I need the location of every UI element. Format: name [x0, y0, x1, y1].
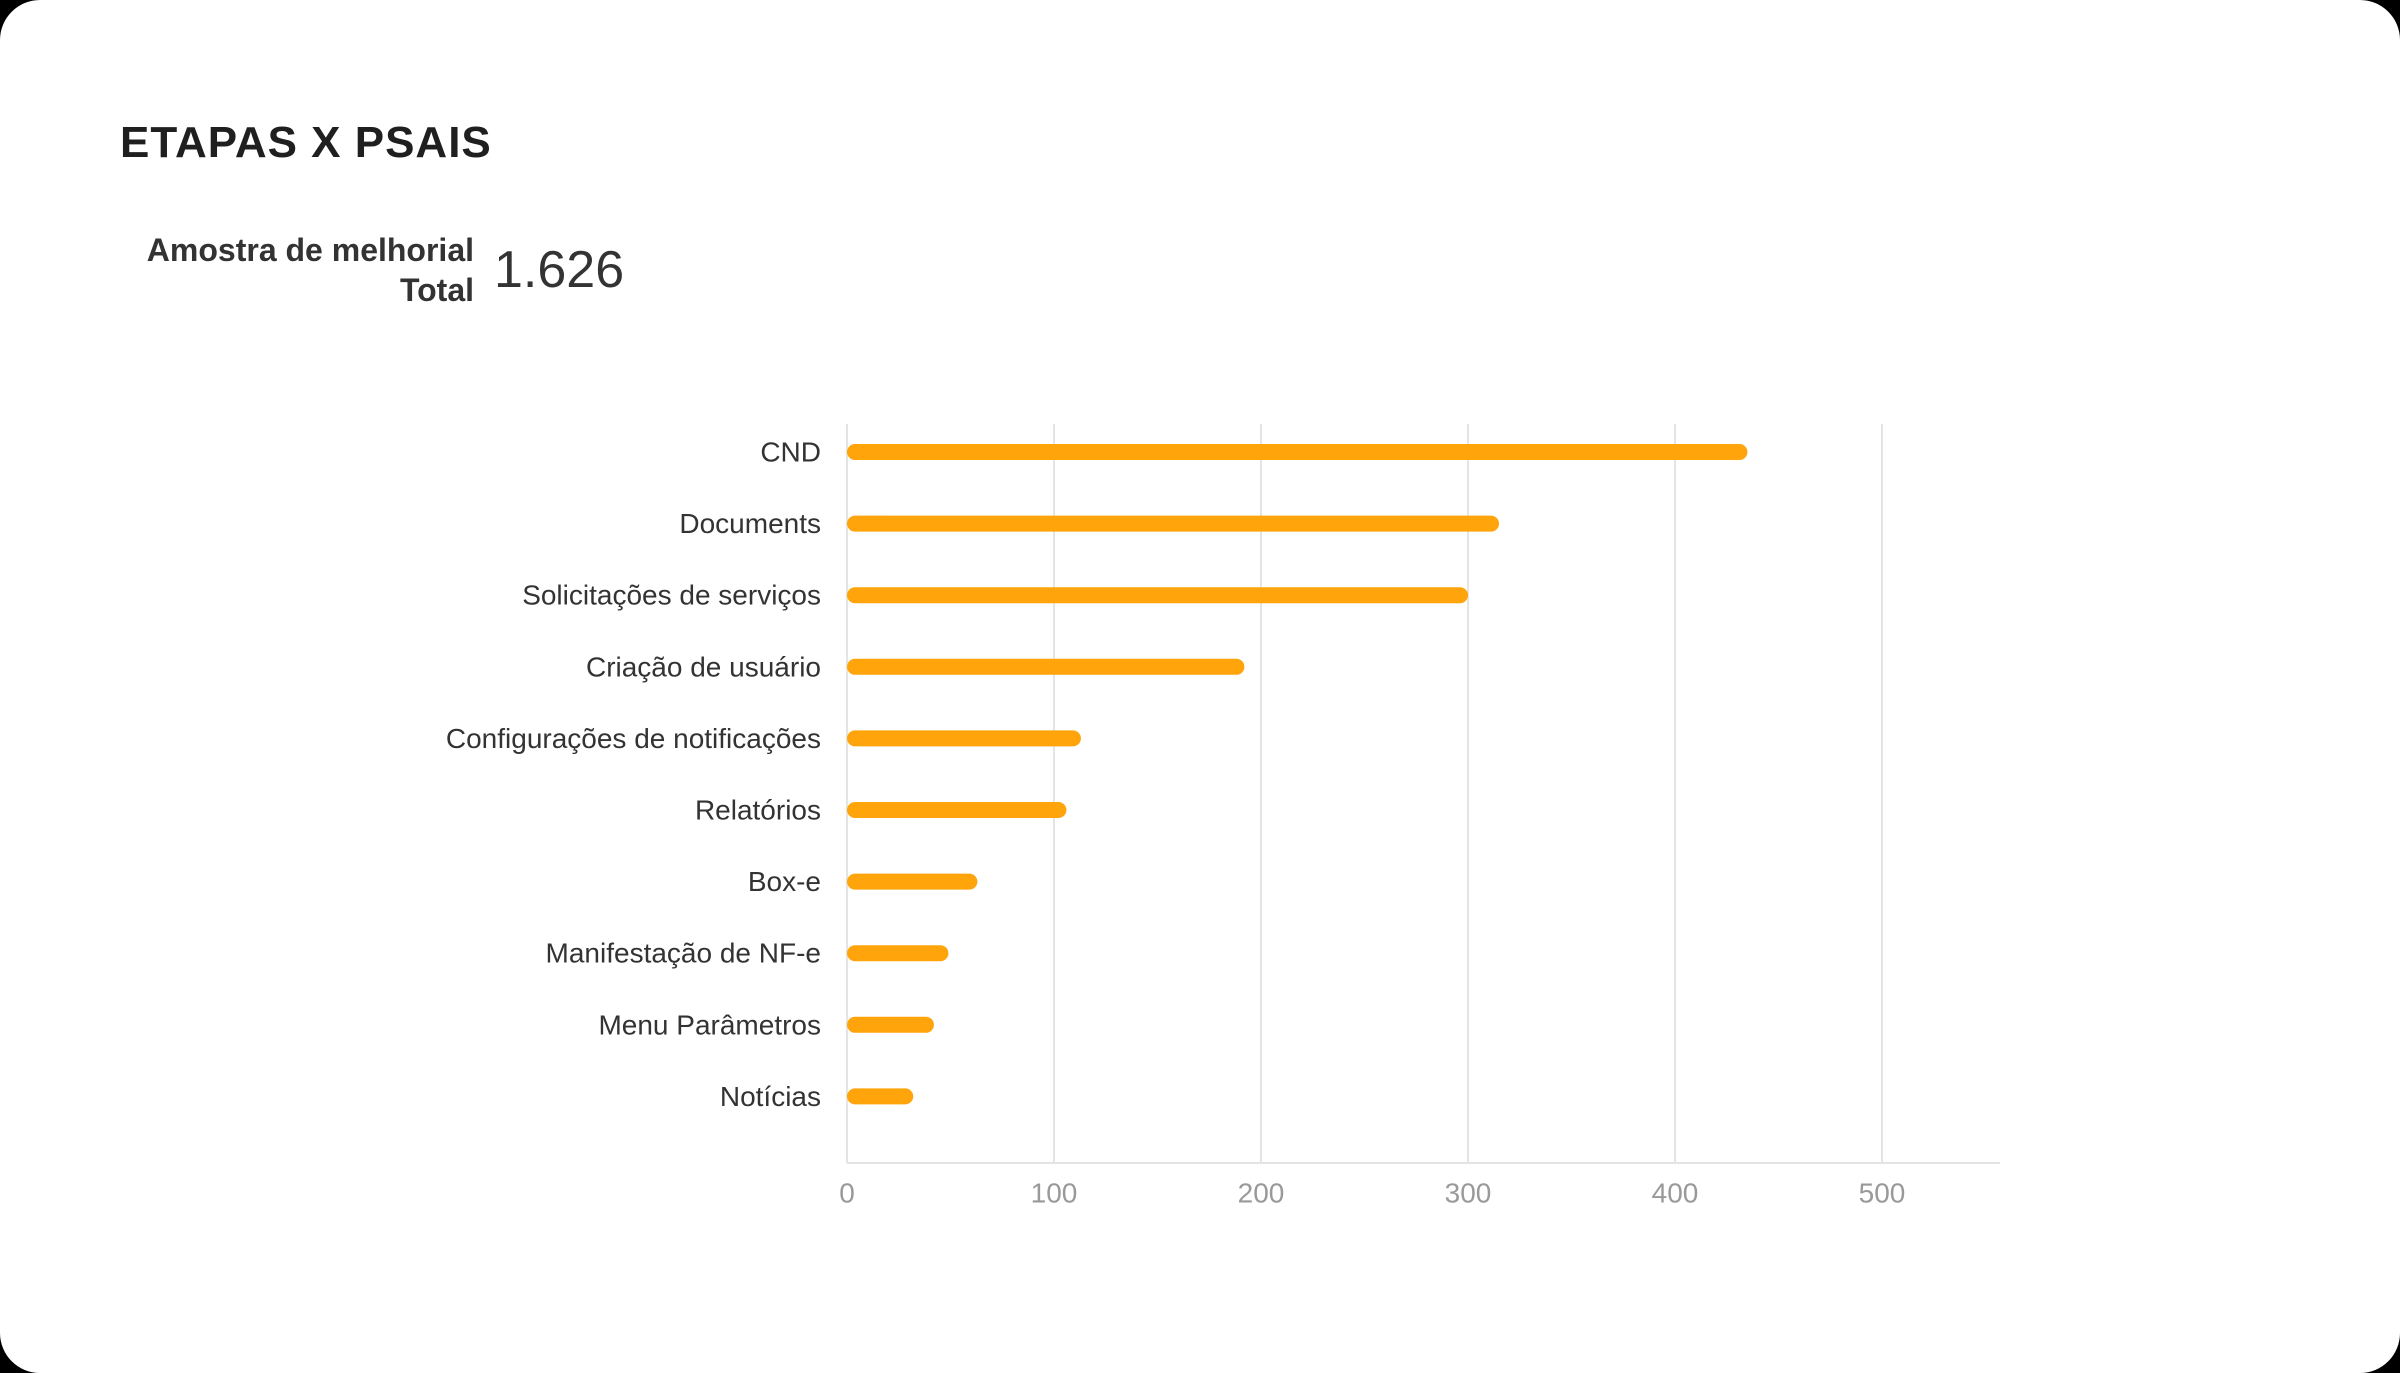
- bar-5: [847, 802, 1067, 818]
- kpi-value: 1.626: [494, 241, 625, 299]
- category-label-1: Documents: [679, 508, 821, 539]
- x-tick-label-0: 0: [839, 1178, 855, 1209]
- x-axis-ticks: 0 100 200 300 400 500: [839, 1178, 1905, 1209]
- bar-2: [847, 587, 1469, 604]
- bar-0: [847, 444, 1748, 460]
- category-label-2: Solicitações de serviços: [522, 580, 821, 611]
- x-tick-label-200: 200: [1238, 1178, 1285, 1209]
- category-label-6: Box-e: [748, 866, 821, 897]
- x-tick-label-100: 100: [1031, 1178, 1078, 1209]
- kpi-summary: Amostra de melhorial Total 1.626: [100, 230, 624, 310]
- x-tick-label-500: 500: [1859, 1178, 1906, 1209]
- x-tick-label-300: 300: [1445, 1178, 1492, 1209]
- grid-lines: [846, 424, 2000, 1164]
- x-tick-label-400: 400: [1652, 1178, 1699, 1209]
- category-label-3: Criação de usuário: [586, 651, 821, 682]
- bars: [847, 444, 1748, 1105]
- category-label-9: Notícias: [720, 1081, 821, 1112]
- chart-title: ETAPAS X PSAIS: [120, 118, 492, 167]
- bar-4: [847, 730, 1081, 747]
- bar-7: [847, 945, 949, 962]
- kpi-label: Amostra de melhorial Total: [146, 232, 474, 308]
- category-label-8: Menu Parâmetros: [598, 1009, 821, 1040]
- bar-9: [847, 1088, 914, 1105]
- category-label-7: Manifestação de NF-e: [546, 938, 821, 969]
- category-label-4: Configurações de notificações: [446, 723, 821, 754]
- category-labels: CND Documents Solicitações de serviços Cria…: [446, 437, 821, 1112]
- bar-1: [847, 515, 1500, 532]
- category-label-0: CND: [760, 437, 821, 468]
- category-label-5: Relatórios: [695, 795, 821, 826]
- bar-6: [847, 873, 978, 890]
- bar-3: [847, 658, 1245, 675]
- bar-8: [847, 1016, 934, 1033]
